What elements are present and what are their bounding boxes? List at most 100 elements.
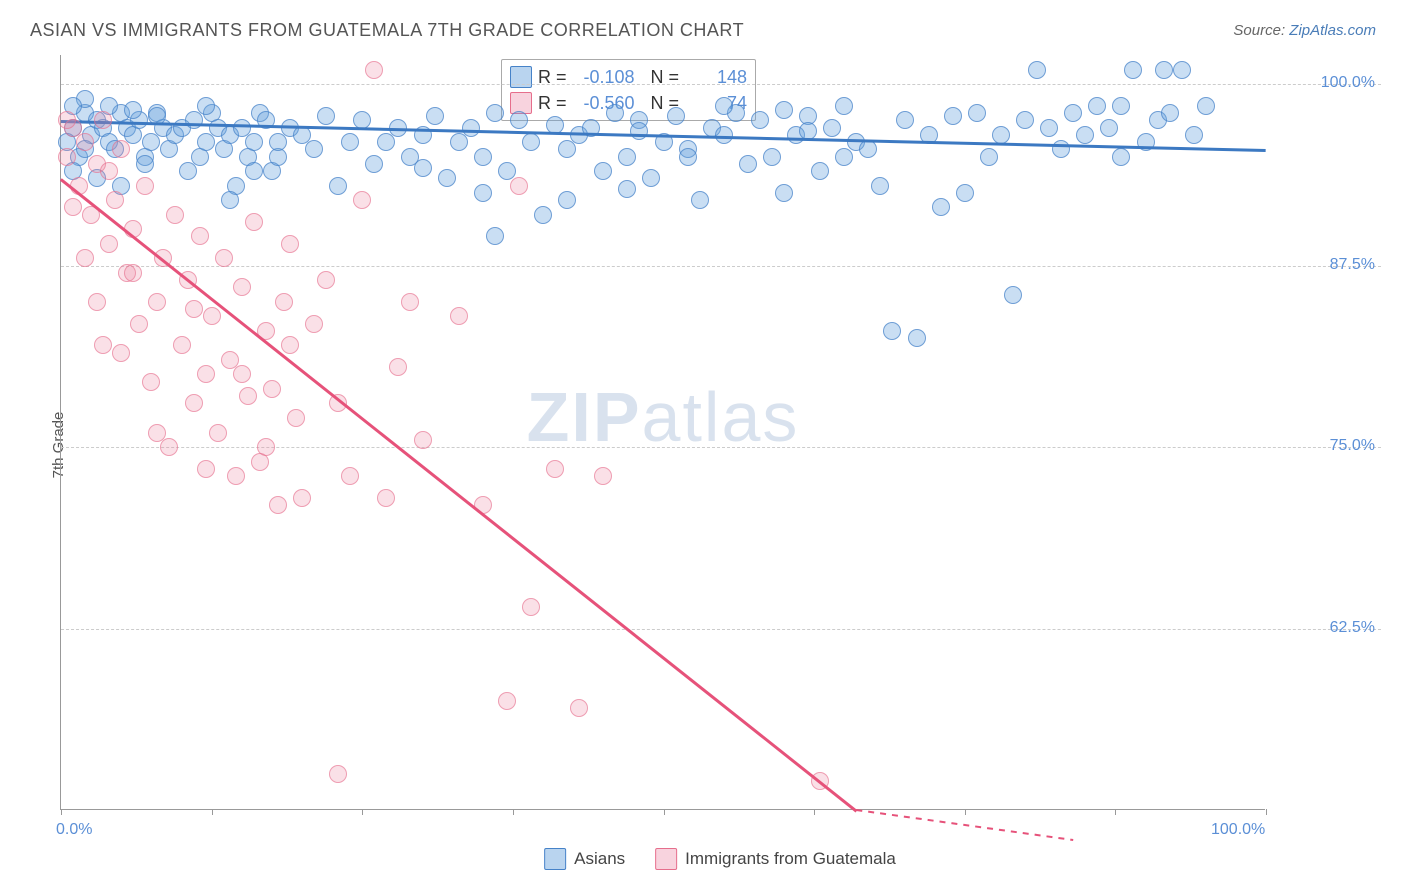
data-point: [389, 358, 407, 376]
data-point: [1155, 61, 1173, 79]
data-point: [269, 133, 287, 151]
xtick: [513, 809, 514, 815]
data-point: [642, 169, 660, 187]
data-point: [763, 148, 781, 166]
data-point: [426, 107, 444, 125]
xtick: [1115, 809, 1116, 815]
data-point: [1004, 286, 1022, 304]
data-point: [510, 111, 528, 129]
data-point: [859, 140, 877, 158]
data-point: [1197, 97, 1215, 115]
data-point: [715, 97, 733, 115]
data-point: [100, 162, 118, 180]
ytick-label: 100.0%: [1275, 74, 1375, 92]
data-point: [100, 235, 118, 253]
data-point: [88, 293, 106, 311]
ytick-label: 87.5%: [1275, 256, 1375, 274]
plot-region: ZIPatlas R = -0.108 N = 148 R = -0.560 N…: [60, 55, 1265, 810]
data-point: [1028, 61, 1046, 79]
data-point: [136, 155, 154, 173]
data-point: [197, 133, 215, 151]
data-point: [305, 315, 323, 333]
data-point: [197, 365, 215, 383]
data-point: [245, 133, 263, 151]
data-point: [486, 104, 504, 122]
data-point: [570, 699, 588, 717]
data-point: [558, 140, 576, 158]
data-point: [908, 329, 926, 347]
data-point: [130, 315, 148, 333]
data-point: [136, 177, 154, 195]
legend-item-guatemala: Immigrants from Guatemala: [655, 848, 896, 870]
data-point: [932, 198, 950, 216]
xtick: [814, 809, 815, 815]
data-point: [160, 438, 178, 456]
xtick: [1266, 809, 1267, 815]
gridline-h: [61, 266, 1381, 267]
data-point: [166, 206, 184, 224]
data-point: [58, 148, 76, 166]
data-point: [775, 101, 793, 119]
data-point: [197, 97, 215, 115]
data-point: [185, 111, 203, 129]
data-point: [630, 122, 648, 140]
data-point: [221, 191, 239, 209]
data-point: [944, 107, 962, 125]
data-point: [980, 148, 998, 166]
data-point: [281, 336, 299, 354]
data-point: [618, 180, 636, 198]
data-point: [275, 293, 293, 311]
data-point: [317, 107, 335, 125]
data-point: [401, 293, 419, 311]
data-point: [450, 307, 468, 325]
xtick: [362, 809, 363, 815]
gridline-h: [61, 84, 1381, 85]
data-point: [148, 293, 166, 311]
data-point: [1040, 119, 1058, 137]
data-point: [1112, 97, 1130, 115]
data-point: [185, 300, 203, 318]
data-point: [142, 373, 160, 391]
xtick: [61, 809, 62, 815]
data-point: [450, 133, 468, 151]
gridline-h: [61, 629, 1381, 630]
source-link[interactable]: ZipAtlas.com: [1289, 22, 1376, 39]
data-point: [245, 213, 263, 231]
data-point: [227, 467, 245, 485]
data-point: [799, 122, 817, 140]
data-point: [522, 598, 540, 616]
xtick-label: 0.0%: [56, 821, 92, 839]
data-point: [197, 460, 215, 478]
data-point: [94, 336, 112, 354]
data-point: [811, 162, 829, 180]
data-point: [365, 61, 383, 79]
chart-area: 7th Grade ZIPatlas R = -0.108 N = 148 R …: [60, 55, 1380, 835]
data-point: [341, 467, 359, 485]
data-point: [317, 271, 335, 289]
data-point: [835, 97, 853, 115]
data-point: [124, 101, 142, 119]
data-point: [377, 489, 395, 507]
data-point: [209, 424, 227, 442]
data-point: [1185, 126, 1203, 144]
data-point: [1173, 61, 1191, 79]
data-point: [438, 169, 456, 187]
data-point: [329, 177, 347, 195]
data-point: [414, 431, 432, 449]
data-point: [305, 140, 323, 158]
data-point: [498, 692, 516, 710]
data-point: [835, 148, 853, 166]
data-point: [76, 133, 94, 151]
chart-header: ASIAN VS IMMIGRANTS FROM GUATEMALA 7TH G…: [0, 0, 1406, 51]
data-point: [1016, 111, 1034, 129]
data-point: [510, 177, 528, 195]
data-point: [287, 409, 305, 427]
data-point: [522, 133, 540, 151]
data-point: [1100, 119, 1118, 137]
bottom-legend: Asians Immigrants from Guatemala: [544, 848, 896, 870]
data-point: [992, 126, 1010, 144]
stats-row-asians: R = -0.108 N = 148: [510, 64, 747, 90]
data-point: [474, 148, 492, 166]
data-point: [58, 111, 76, 129]
data-point: [414, 159, 432, 177]
